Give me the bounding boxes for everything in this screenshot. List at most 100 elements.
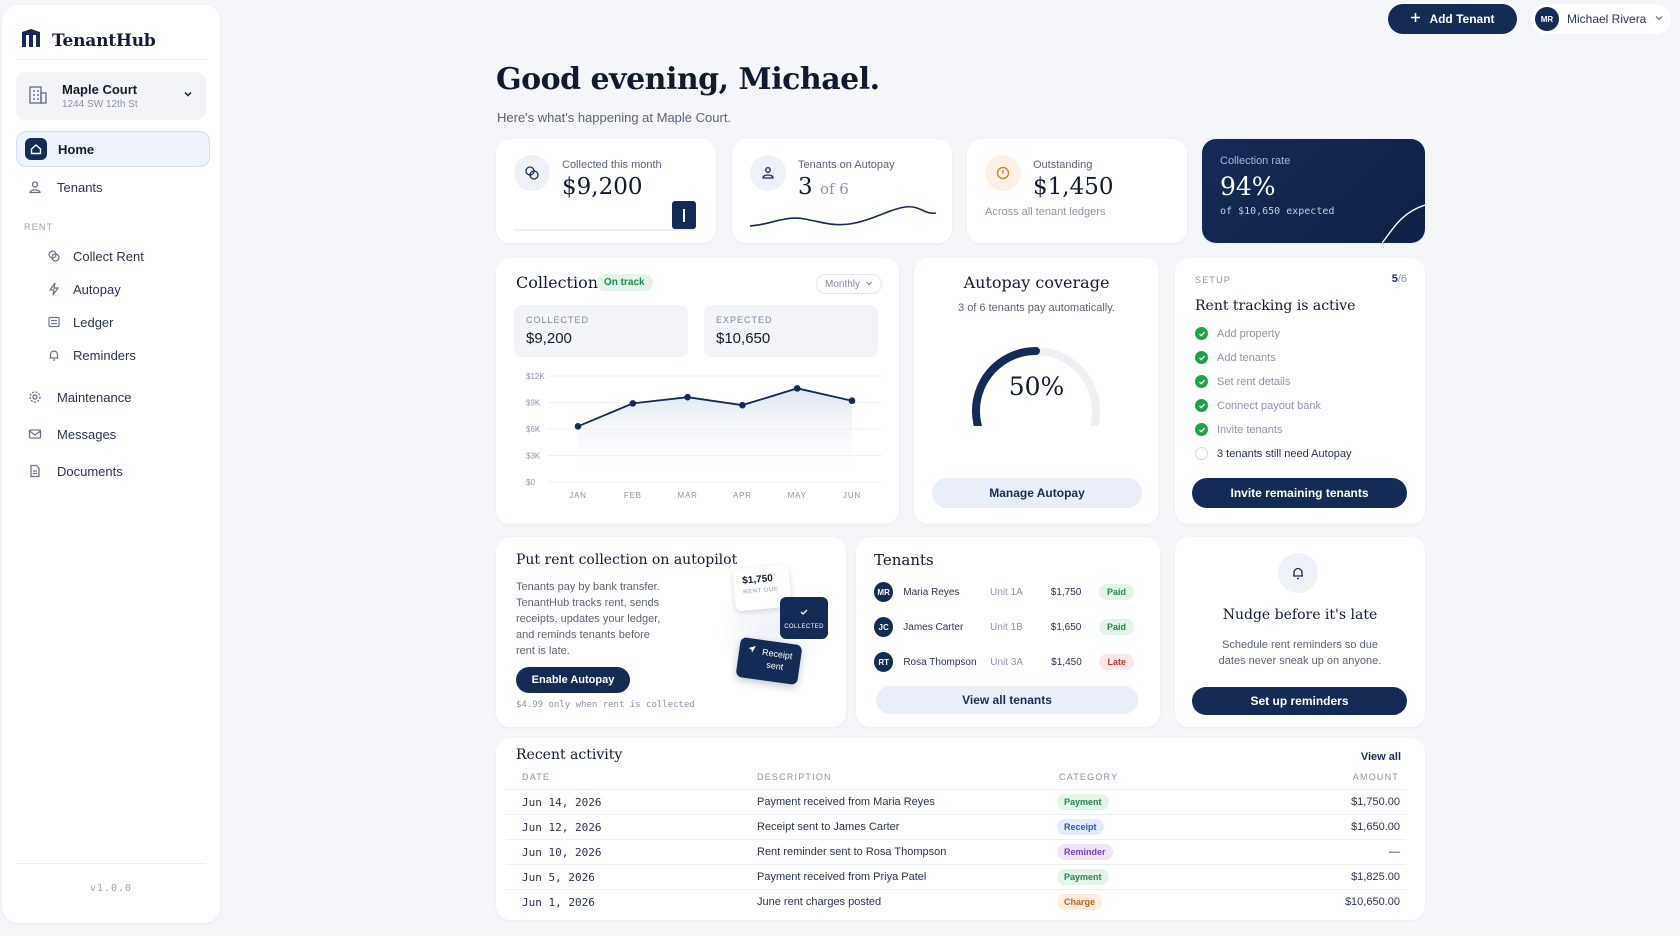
setup-label: SETUP [1195, 275, 1232, 285]
expected-box: EXPECTED $10,650 [704, 305, 878, 357]
table-row[interactable]: Jun 12, 2026 Receipt sent to James Carte… [506, 814, 1406, 839]
collected-box: COLLECTED $9,200 [514, 305, 688, 357]
gear-icon [24, 386, 46, 408]
plus-icon [1410, 12, 1421, 26]
autopay-count: 3 [798, 174, 813, 200]
stat-note: of $10,650 expected [1220, 206, 1335, 217]
table-row[interactable]: Jun 14, 2026 Payment received from Maria… [506, 789, 1406, 814]
manage-autopay-button[interactable]: Manage Autopay [932, 478, 1142, 508]
category-badge: Reminder [1057, 844, 1113, 860]
tenant-row[interactable]: JC James Carter Unit 1B $1,650 Paid [874, 615, 1134, 639]
table-row[interactable]: Jun 1, 2026 June rent charges posted Cha… [506, 889, 1406, 914]
sidebar-item-messages[interactable]: Messages [16, 416, 210, 452]
progress-track [514, 229, 694, 231]
data-point [793, 385, 801, 392]
sidebar-item-tenants[interactable]: Tenants [16, 169, 210, 205]
sidebar-item-documents[interactable]: Documents [16, 453, 210, 489]
setup-progress: 5/6 [1392, 273, 1407, 285]
sidebar-item-home[interactable]: Home [16, 131, 210, 167]
tenant-name: Rosa Thompson [903, 656, 977, 668]
sidebar-item-collect-rent[interactable]: Collect Rent [44, 242, 144, 270]
avatar: JC [874, 617, 894, 637]
sidebar-item-label: Autopay [73, 281, 121, 297]
step-label: Add tenants [1217, 351, 1276, 364]
sidebar-item-label: Ledger [73, 314, 114, 330]
sidebar-item-label: Collect Rent [73, 248, 144, 264]
table-row[interactable]: Jun 5, 2026 Payment received from Priya … [506, 864, 1406, 889]
coins-icon [514, 155, 550, 191]
tenants-card: Tenants MR Maria Reyes Unit 1A $1,750 Pa… [856, 537, 1160, 727]
brand[interactable]: TenantHub [20, 27, 156, 54]
stat-label: Collection rate [1220, 155, 1291, 167]
step-label: Set rent details [1217, 375, 1291, 388]
property-switcher[interactable]: Maple Court 1244 SW 12th St [16, 72, 206, 120]
x-tick-label: APR [733, 491, 752, 500]
setup-step: Invite tenants [1195, 423, 1282, 436]
rent-amount: $1,750 [741, 573, 774, 587]
view-all-tenants-button[interactable]: View all tenants [876, 686, 1138, 714]
setup-step: 3 tenants still need Autopay [1195, 447, 1352, 460]
row-amount: $10,650.00 [1344, 896, 1400, 908]
receipt-sent-tag: Receipt sent [735, 636, 803, 686]
status-badge: Paid [1098, 619, 1134, 635]
box-label: EXPECTED [716, 315, 773, 325]
tenant-row[interactable]: RT Rosa Thompson Unit 3A $1,450 Late [874, 650, 1134, 674]
y-tick-label: $6K [526, 425, 541, 434]
coverage-gauge [972, 347, 1100, 426]
stat-card-autopay[interactable]: Tenants on Autopay 3 of 6 [732, 139, 952, 243]
chevron-down-icon [1654, 12, 1664, 26]
category-badge: Receipt [1057, 819, 1104, 835]
category-badge: Charge [1057, 894, 1103, 910]
rent-due-label: RENT DUE [743, 586, 779, 596]
stat-card-outstanding[interactable]: Outstanding $1,450 Across all tenant led… [967, 139, 1187, 243]
x-tick-label: FEB [624, 491, 642, 500]
row-amount: $1,750.00 [1351, 796, 1400, 808]
row-date: Jun 12, 2026 [522, 820, 602, 834]
box-value: $9,200 [526, 330, 572, 347]
row-amount: $1,825.00 [1351, 871, 1400, 883]
status-badge: Late [1099, 654, 1134, 670]
tenant-amount: $1,650 [1050, 621, 1082, 633]
person-icon [24, 176, 46, 198]
recent-activity-card: Recent activity View all DATE DESCRIPTIO… [496, 738, 1425, 920]
chevron-down-icon [182, 87, 194, 105]
sidebar-item-maintenance[interactable]: Maintenance [16, 379, 210, 415]
step-label: Add property [1217, 327, 1280, 340]
row-amount: $1,650.00 [1351, 821, 1400, 833]
nudge-line: dates never sneak up on anyone. [1218, 655, 1382, 667]
setup-done: 5 [1391, 273, 1398, 285]
view-all-link[interactable]: View all [1360, 751, 1401, 763]
table-row[interactable]: Jun 10, 2026 Rent reminder sent to Rosa … [506, 839, 1406, 864]
setup-total: /6 [1397, 273, 1407, 285]
category-badge: Payment [1057, 794, 1109, 810]
stat-card-collection-rate[interactable]: Collection rate 94% of $10,650 expected [1202, 139, 1425, 243]
step-label: 3 tenants still need Autopay [1217, 447, 1352, 460]
enable-autopay-button[interactable]: Enable Autopay [516, 667, 630, 693]
sparkline [750, 205, 936, 227]
setup-step: Set rent details [1195, 375, 1290, 388]
app-version: v1.0.0 [89, 883, 133, 894]
invite-remaining-button[interactable]: Invite remaining tenants [1192, 478, 1407, 508]
sidebar-item-reminders[interactable]: Reminders [44, 341, 136, 369]
fine-print: $4.99 only when rent is collected [516, 700, 695, 710]
stat-card-collected[interactable]: Collected this month $9,200 [496, 139, 716, 243]
sidebar-item-ledger[interactable]: Ledger [44, 308, 113, 336]
y-tick-label: $9K [526, 399, 541, 408]
setup-step: Connect payout bank [1195, 399, 1321, 412]
section-label-rent: RENT [24, 222, 54, 232]
period-select[interactable]: Monthly [816, 274, 883, 294]
sidebar-item-autopay[interactable]: Autopay [44, 275, 121, 303]
user-menu[interactable]: MR Michael Rivera [1531, 4, 1671, 34]
set-up-reminders-button[interactable]: Set up reminders [1192, 687, 1407, 715]
sidebar-item-label: Reminders [73, 347, 136, 363]
logo-icon [20, 27, 42, 54]
sidebar-item-label: Documents [57, 463, 123, 479]
step-label: Connect payout bank [1217, 399, 1321, 412]
setup-step: Add tenants [1195, 351, 1276, 364]
box-label: COLLECTED [526, 315, 590, 325]
autopay-total: of 6 [819, 180, 849, 198]
tenant-row[interactable]: MR Maria Reyes Unit 1A $1,750 Paid [874, 580, 1134, 604]
row-amount: — [1389, 846, 1400, 858]
add-tenant-button[interactable]: Add Tenant [1388, 4, 1517, 34]
y-tick-label: $0 [526, 478, 535, 487]
